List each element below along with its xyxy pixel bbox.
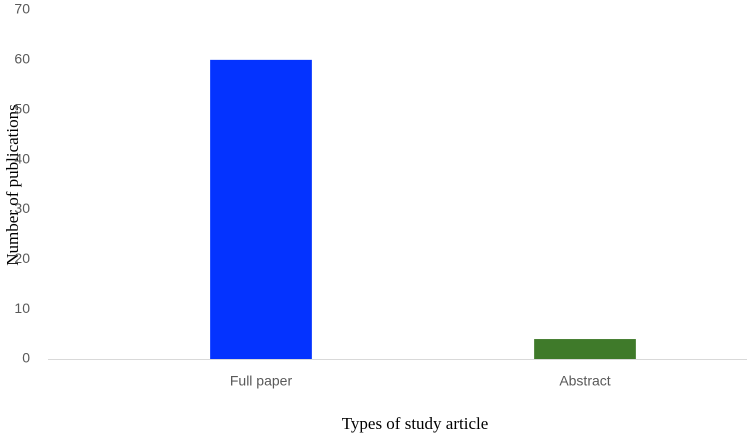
y-axis-title: Number of publications xyxy=(3,104,22,265)
bar xyxy=(210,59,312,359)
x-tick-label: Abstract xyxy=(559,373,610,389)
y-tick-label: 30 xyxy=(14,200,30,216)
y-tick-label: 50 xyxy=(14,100,30,116)
y-tick-label: 0 xyxy=(22,350,30,366)
y-tick-label: 60 xyxy=(14,51,30,67)
bar xyxy=(534,339,636,359)
y-tick-label: 40 xyxy=(14,150,30,166)
y-tick-label: 70 xyxy=(14,1,30,17)
y-tick-label: 20 xyxy=(14,250,30,266)
x-tick-label: Full paper xyxy=(230,373,293,389)
x-axis-title: Types of study article xyxy=(342,414,489,433)
y-tick-label: 10 xyxy=(14,300,30,316)
